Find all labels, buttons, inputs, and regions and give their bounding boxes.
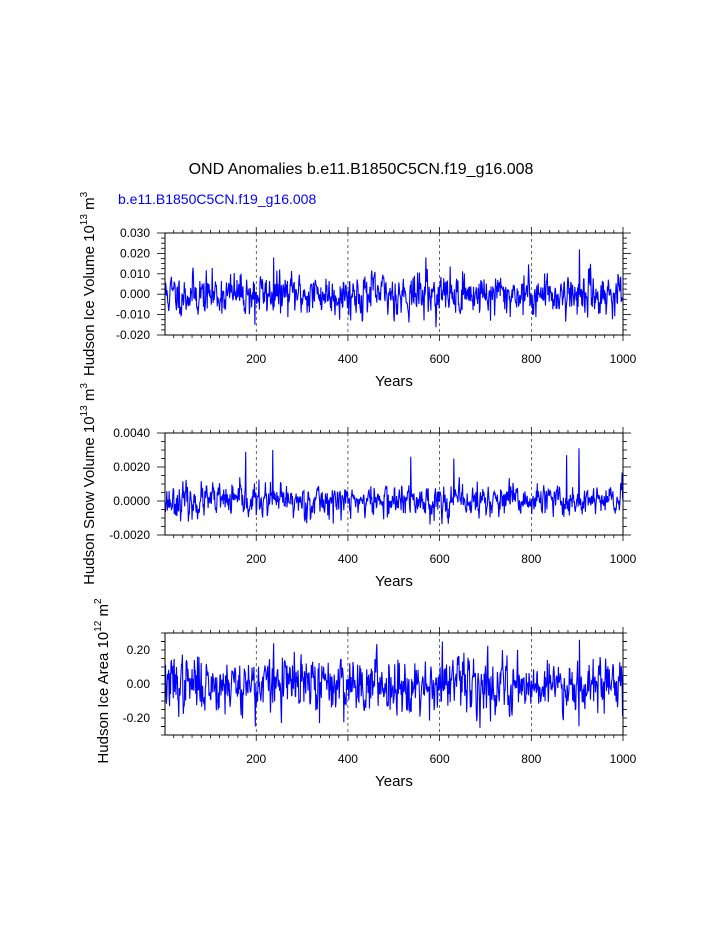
y-axis-label-exponent: 13 xyxy=(79,405,90,417)
y-tick-label: 0.010 xyxy=(120,267,150,281)
y-axis-label: Hudson Ice Volume 1013 m3 xyxy=(79,191,98,376)
y-tick-label: -0.20 xyxy=(123,711,151,725)
x-tick-label: 200 xyxy=(246,352,266,366)
series-line xyxy=(164,448,624,525)
y-tick-label: -0.020 xyxy=(116,328,150,342)
y-tick-label: 0.0020 xyxy=(113,460,150,474)
x-tick-label: 200 xyxy=(246,752,266,766)
chart-title: OND Anomalies b.e11.B1850C5CN.f19_g16.00… xyxy=(189,161,534,178)
x-tick-label: 1000 xyxy=(610,552,637,566)
x-tick-label: 1000 xyxy=(610,752,637,766)
y-axis-label-text: m xyxy=(81,389,98,406)
chart-panel-2: 200 400 600 800 1000 Years -0.0020 0.0000 0.0020… xyxy=(79,383,637,590)
y-tick-label: 0.000 xyxy=(120,287,150,301)
x-tick-label: 800 xyxy=(521,752,541,766)
x-tick-label: 400 xyxy=(338,552,358,566)
x-tick-label: 200 xyxy=(246,552,266,566)
plot-frame xyxy=(164,432,624,536)
y-tick-label: -0.0020 xyxy=(109,528,150,542)
x-tick-label: 600 xyxy=(430,552,450,566)
y-axis-label: Hudson Snow Volume 1013 m3 xyxy=(79,383,98,585)
y-axis-label-text: m xyxy=(95,604,112,621)
y-axis-label-exponent: 3 xyxy=(79,383,90,389)
series-line xyxy=(164,249,624,328)
y-axis-label-text: Hudson Ice Volume 10 xyxy=(81,225,98,376)
x-tick-label: 800 xyxy=(521,352,541,366)
y-axis-label: Hudson Ice Area 1012 m2 xyxy=(93,598,112,764)
y-axis-label-exponent: 2 xyxy=(93,598,104,604)
chart-panel-1: 200 400 600 800 1000 Years -0.020 -0.010 0.000 0.… xyxy=(79,191,637,390)
y-axis-label-exponent: 13 xyxy=(79,214,90,226)
x-axis-label: Years xyxy=(375,373,413,390)
x-tick-label: 600 xyxy=(430,352,450,366)
x-tick-label: 400 xyxy=(338,752,358,766)
y-axis-label-text: Hudson Snow Volume 10 xyxy=(81,416,98,584)
y-tick-label: 0.00 xyxy=(127,677,151,691)
y-axis-label-exponent: 3 xyxy=(79,191,90,197)
y-tick-label: 0.0000 xyxy=(113,494,150,508)
chart-subtitle: b.e11.B1850C5CN.f19_g16.008 xyxy=(118,191,316,207)
y-axis-label-text: Hudson Ice Area 10 xyxy=(95,632,112,764)
x-tick-label: 800 xyxy=(521,552,541,566)
y-axis-label-text: m xyxy=(81,197,98,214)
y-tick-label: -0.010 xyxy=(116,308,150,322)
series-line xyxy=(164,639,624,728)
x-axis-label: Years xyxy=(375,573,413,590)
y-tick-label: 0.20 xyxy=(127,643,151,657)
x-tick-label: 600 xyxy=(430,752,450,766)
x-tick-label: 1000 xyxy=(610,352,637,366)
panels: 200 400 600 800 1000 Years -0.020 -0.010 0.000 0.… xyxy=(79,191,637,790)
x-tick-label: 400 xyxy=(338,352,358,366)
chart-panel-3: 200 400 600 800 1000 Years -0.20 0.00 0.20 Hudson… xyxy=(93,598,637,790)
x-axis-label: Years xyxy=(375,773,413,790)
y-tick-label: 0.0040 xyxy=(113,426,150,440)
y-tick-label: 0.030 xyxy=(120,226,150,240)
y-axis-label-exponent: 12 xyxy=(93,620,104,632)
y-tick-label: 0.020 xyxy=(120,246,150,260)
